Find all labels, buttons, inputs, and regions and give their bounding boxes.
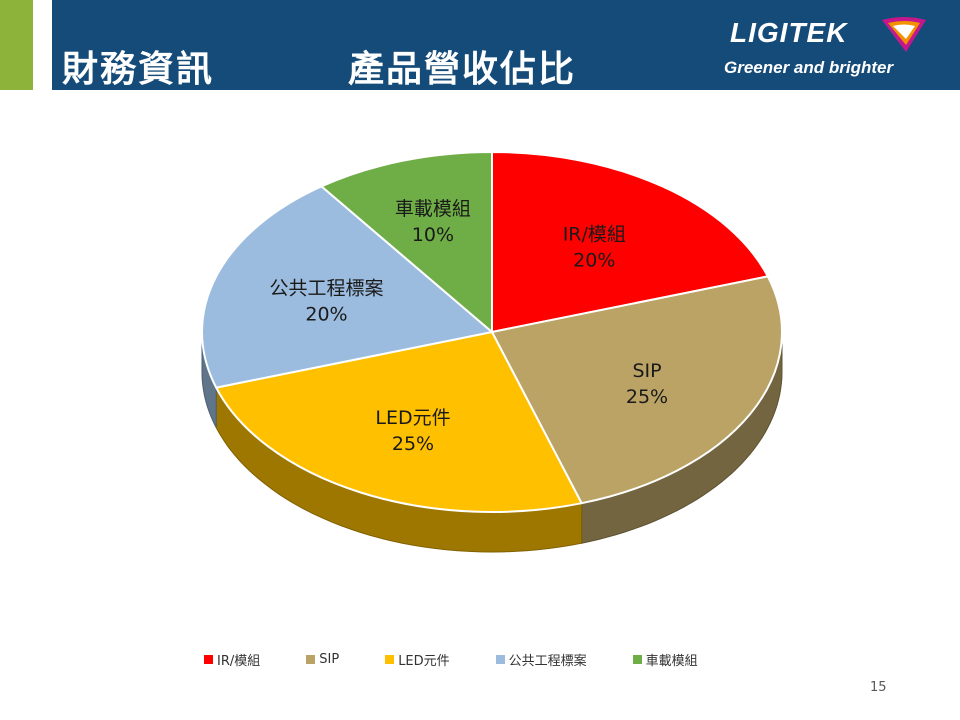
legend-item-2: LED元件: [385, 650, 450, 669]
legend-swatch-4: [632, 655, 642, 664]
slice-value-2: 25%: [392, 433, 434, 455]
slice-label-2: LED元件: [375, 407, 450, 429]
slice-label-1: SIP: [632, 360, 661, 382]
legend-item-0: IR/模組: [204, 650, 260, 669]
slice-value-0: 20%: [573, 250, 615, 272]
page-number: 15: [870, 680, 887, 695]
pie-slice-2: [215, 331, 583, 513]
legend-item-3: 公共工程標案: [495, 650, 587, 669]
legend-item-1: SIP: [306, 652, 339, 667]
legend-label-4: 車載模組: [645, 654, 698, 669]
slice-value-3: 20%: [305, 304, 347, 326]
legend-label-2: LED元件: [398, 654, 450, 669]
legend-swatch-3: [495, 655, 505, 664]
page-title: 財務資訊: [62, 49, 215, 90]
legend-swatch-2: [385, 655, 395, 664]
pie-slice-1: [491, 275, 783, 505]
slice-value-1: 25%: [626, 386, 668, 408]
logo-tagline: Greener and brighter: [724, 58, 894, 77]
pie-slice-4: [320, 151, 493, 333]
slice-label-0: IR/模組: [563, 224, 626, 246]
slice-label-4: 車載模組: [395, 198, 471, 220]
logo-icon: [882, 17, 926, 52]
slice-label-3: 公共工程標案: [269, 278, 383, 300]
page-subtitle: 產品營收佔比: [348, 49, 577, 90]
pie-slice-0: [491, 151, 769, 333]
legend-swatch-1: [306, 655, 316, 664]
header-bar: 財務資訊 產品營收佔比 LIGITEK Greener and brighter: [52, 0, 960, 90]
logo-text: LIGITEK: [730, 17, 848, 48]
legend-item-4: 車載模組: [632, 650, 698, 669]
accent-bar: [0, 0, 33, 90]
legend-label-1: SIP: [319, 652, 340, 667]
legend-label-3: 公共工程標案: [508, 654, 587, 669]
pie-chart: IR/模組 20% SIP 25% LED元件 25% 公共工程標案 20% 車載模組 10%: [201, 151, 783, 553]
legend-label-0: IR/模組: [217, 654, 261, 669]
slice-value-4: 10%: [412, 224, 454, 246]
chart-legend: IR/模組 SIP LED元件 公共工程標案 車載模組: [204, 650, 698, 669]
pie-slice-3: [201, 185, 493, 389]
legend-swatch-0: [204, 655, 213, 664]
